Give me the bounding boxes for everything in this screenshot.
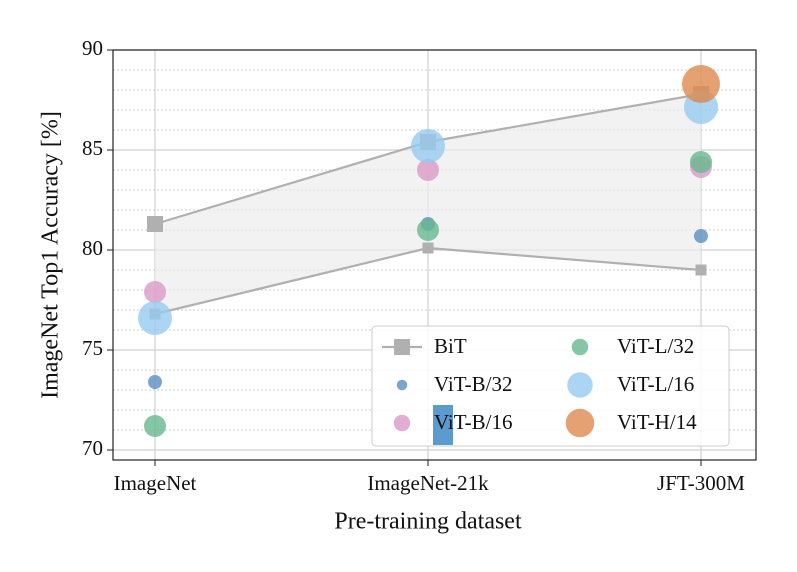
bit-marker: [695, 264, 707, 276]
legend-marker: [396, 379, 408, 391]
legend-marker: [571, 338, 589, 356]
legend-label: ViT-L/16: [617, 372, 694, 396]
legend-frame: [371, 325, 730, 447]
point: [682, 65, 720, 103]
y-tick-label: 75: [82, 336, 103, 360]
legend-label: ViT-L/32: [617, 334, 694, 358]
legend-label: ViT-B/16: [434, 410, 512, 434]
point: [144, 415, 166, 437]
point: [417, 159, 439, 181]
y-axis-label: ImageNet Top1 Accuracy [%]: [38, 111, 64, 399]
legend-marker: [393, 414, 411, 432]
x-tick-label: ImageNet-21k: [367, 471, 489, 495]
y-tick-label: 85: [82, 136, 103, 160]
point: [138, 301, 172, 335]
axes: 70 75 80 85 90 ImageNet ImageNet-21k JFT-300M: [82, 36, 745, 495]
x-axis-label: Pre-training dataset: [334, 509, 522, 535]
point: [694, 229, 708, 243]
legend: BiT ViT-B/32 ViT-B/16 ViT-L/32 ViT-L/16 ViT-H…: [371, 325, 730, 447]
x-tick-label: ImageNet: [114, 471, 197, 495]
x-tick-label: JFT-300M: [657, 471, 745, 495]
point: [148, 375, 162, 389]
legend-label: BiT: [434, 334, 467, 358]
bit-marker: [147, 216, 163, 232]
legend-marker: [394, 339, 410, 355]
artifact: [433, 405, 453, 445]
legend-label: ViT-B/32: [434, 372, 512, 396]
plot-frame: [112, 49, 757, 461]
marks: [138, 65, 720, 437]
point: [417, 219, 439, 241]
legend-marker: [565, 408, 595, 438]
y-tick-label: 70: [82, 436, 103, 460]
point: [411, 129, 445, 163]
legend-label: ViT-H/14: [617, 410, 697, 434]
legend-marker: [567, 372, 593, 398]
bit-marker: [422, 242, 434, 254]
point: [690, 151, 712, 173]
point: [144, 281, 166, 303]
y-tick-label: 90: [82, 36, 103, 60]
y-tick-label: 80: [82, 236, 103, 260]
